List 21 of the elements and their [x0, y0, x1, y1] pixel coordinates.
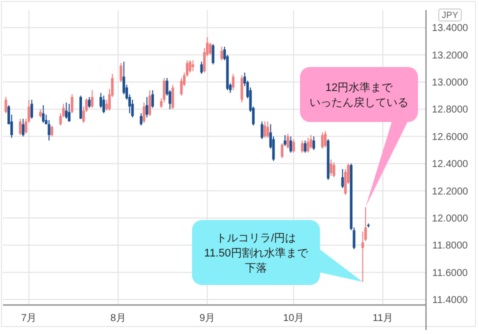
y-tick-label: 11.8000	[432, 240, 468, 252]
y-tick-label: 11.6000	[432, 268, 468, 279]
x-tick-label: 11月	[372, 313, 394, 324]
y-tick-label: 12.0000	[432, 213, 469, 224]
x-tick-label: 10月	[283, 313, 304, 324]
y-tick-label: 12.4000	[432, 159, 469, 170]
y-tick-label: 13.0000	[432, 78, 469, 89]
annotation: トルコリラ/円は11.50円割れ水準まで下落	[204, 232, 309, 274]
y-axis-title: JPY	[442, 10, 458, 20]
x-tick-label: 9月	[200, 313, 216, 324]
annotation: 12円水準までいったん戻している	[300, 67, 418, 208]
annotation: 12円水準までいったん戻している	[310, 81, 408, 109]
x-tick-label: 7月	[21, 313, 37, 324]
y-tick-label: 13.2000	[432, 50, 469, 62]
y-tick-label: 12.2000	[432, 186, 469, 198]
annotation: トルコリラ/円は11.50円割れ水準まで下落	[192, 220, 363, 285]
y-tick-label: 13.4000	[432, 23, 469, 34]
y-tick-label: 12.8000	[432, 104, 469, 116]
y-tick-label: 12.6000	[432, 132, 469, 143]
y-tick-label: 11.4000	[432, 295, 468, 306]
x-tick-label: 8月	[110, 313, 126, 324]
